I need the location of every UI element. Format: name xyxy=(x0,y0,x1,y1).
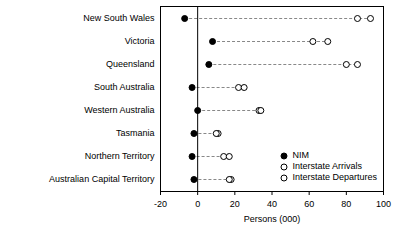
html-text:NIM: NIM xyxy=(292,150,309,160)
svg-text:Persons (000): Persons (000) xyxy=(244,214,301,224)
svg-text:60: 60 xyxy=(304,199,314,209)
svg-text:Tasmania: Tasmania xyxy=(116,128,155,138)
html-text:Interstate Arrivals: Interstate Arrivals xyxy=(292,161,362,171)
svg-text:20: 20 xyxy=(230,199,240,209)
svg-text:-20: -20 xyxy=(154,199,167,209)
svg-text:New South Wales: New South Wales xyxy=(83,13,155,23)
svg-text:Australian Capital Territory: Australian Capital Territory xyxy=(49,174,155,184)
svg-text:Western Australia: Western Australia xyxy=(84,105,154,115)
html-text:Interstate Departures: Interstate Departures xyxy=(292,172,377,182)
svg-text:South Australia: South Australia xyxy=(94,82,155,92)
svg-text:100: 100 xyxy=(376,199,391,209)
svg-text:Queensland: Queensland xyxy=(106,59,155,69)
svg-text:Victoria: Victoria xyxy=(125,36,155,46)
svg-text:0: 0 xyxy=(195,199,200,209)
svg-text:Northern Territory: Northern Territory xyxy=(85,151,155,161)
svg-text:80: 80 xyxy=(341,199,351,209)
svg-text:40: 40 xyxy=(267,199,277,209)
